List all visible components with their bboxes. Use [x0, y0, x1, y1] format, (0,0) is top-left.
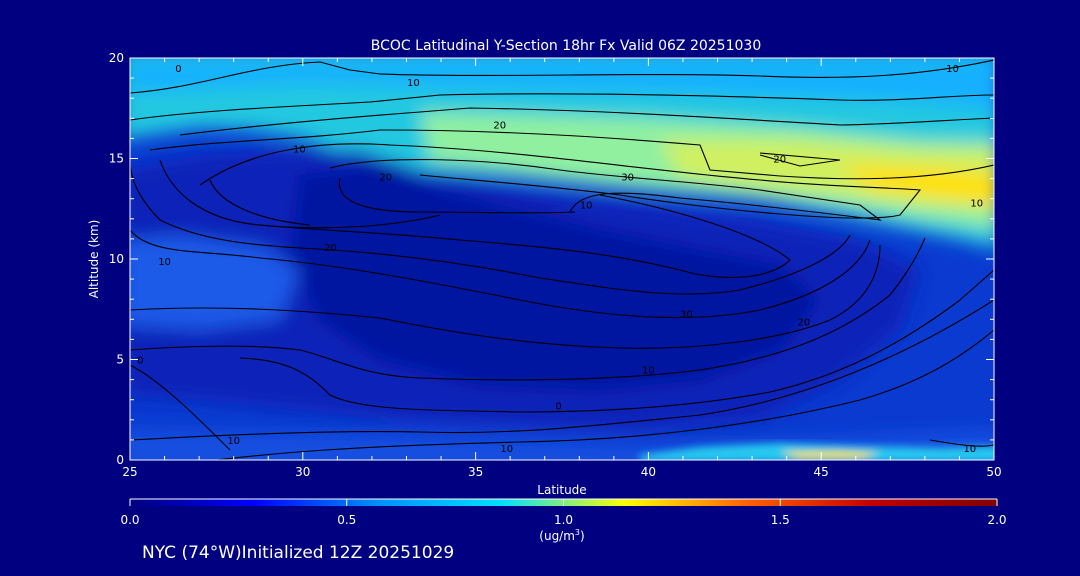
colorbar-tick-label: 1.5 — [771, 513, 790, 527]
x-axis: 25 30 35 40 45 50 — [122, 58, 1002, 479]
y-tick-label: 5 — [116, 353, 124, 367]
colorbar-tick-label: 2.0 — [987, 513, 1006, 527]
colorbar-unit-label: (ug/m3) — [539, 528, 584, 543]
y-axis-label: Altitude (km) — [87, 220, 101, 299]
x-tick-label: 35 — [468, 465, 483, 479]
contour-label: 20 — [324, 243, 337, 254]
contour-label: 0 — [137, 356, 143, 367]
contour-label: 10 — [293, 144, 306, 155]
colorbar-tick-label: 0.0 — [120, 513, 139, 527]
contour-label: 10 — [970, 199, 983, 210]
footer-info: NYC (74°W)Initialized 12Z 20251029 — [142, 543, 455, 563]
contour-label: 30 — [680, 309, 693, 320]
y-tick-label: 0 — [116, 453, 124, 467]
contour-label: 10 — [580, 201, 593, 212]
colorbar-tick-label: 1.0 — [554, 513, 573, 527]
x-axis-label: Latitude — [537, 483, 586, 497]
chart-title: BCOC Latitudinal Y-Section 18hr Fx Valid… — [371, 38, 761, 54]
y-tick-label: 20 — [109, 51, 124, 65]
contour-label: 10 — [963, 444, 976, 455]
contour-label: 10 — [227, 436, 240, 447]
contour-label: 10 — [158, 257, 171, 268]
contour-label: 20 — [493, 120, 506, 131]
contour-label: 10 — [642, 366, 655, 377]
contour-label: 20 — [379, 173, 392, 184]
contour-label: 10 — [946, 64, 959, 75]
contour-label: 0 — [555, 402, 561, 413]
contour-lines — [130, 59, 994, 460]
contour-label: 20 — [773, 155, 786, 166]
x-tick-label: 50 — [986, 465, 1001, 479]
y-tick-label: 15 — [109, 152, 124, 166]
contour-label: 0 — [175, 64, 181, 75]
x-tick-label: 30 — [295, 465, 310, 479]
contour-label: 10 — [407, 78, 420, 89]
colorbar-tick-label: 0.5 — [337, 513, 356, 527]
contour-label: 30 — [621, 173, 634, 184]
x-tick-label: 40 — [641, 465, 656, 479]
y-axis: 0 5 10 15 20 — [109, 51, 994, 467]
contour-labels: 0 10 10 20 10 20 30 20 10 10 20 10 30 20 0 10 0 10 10 10 — [137, 64, 983, 455]
contour-label: 20 — [798, 317, 811, 328]
x-tick-label: 25 — [122, 465, 137, 479]
contour-label: 10 — [500, 444, 513, 455]
x-tick-label: 45 — [814, 465, 829, 479]
y-tick-label: 10 — [109, 252, 124, 266]
colorbar-ticks: 0.0 0.5 1.0 1.5 2.0 — [120, 498, 1007, 527]
